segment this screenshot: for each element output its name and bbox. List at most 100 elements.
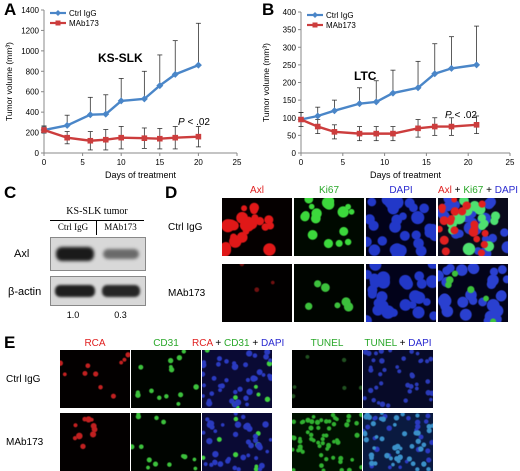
y-axis-label: Tumor volume (mm³): [261, 43, 271, 122]
x-tick-label: 20: [464, 158, 473, 167]
header-segment: RCA: [84, 338, 106, 349]
data-point-diamond: [414, 84, 422, 92]
chart-a: 0 200 400 600 800 1000 1200 1400 0 5 10 15 20 25 Days …: [4, 6, 242, 180]
western-title-rule: [50, 220, 144, 221]
western-title: KS-SLK tumor: [66, 206, 128, 217]
data-point-diamond: [102, 110, 110, 118]
legend-marker: [312, 22, 318, 28]
header-segment: +: [249, 338, 261, 349]
data-point-diamond: [156, 82, 164, 90]
data-point-square: [102, 136, 109, 143]
data-point-square: [141, 135, 148, 141]
data-point-square: [331, 129, 338, 135]
series-line: [300, 118, 477, 135]
header-segment: TUNEL: [310, 338, 344, 349]
panel-e-column-header: RCA + CD31 + DAPI: [192, 338, 285, 349]
data-point-diamond: [389, 89, 397, 97]
panel-e-column-header: TUNEL: [282, 338, 372, 349]
lane-label-ctrl: Ctrl IgG: [57, 222, 89, 232]
data-point-diamond: [356, 100, 364, 108]
y-tick-label: 600: [26, 88, 40, 97]
data-point-square: [473, 122, 480, 128]
legend-marker: [312, 12, 318, 18]
panel-e-column-header: CD31: [121, 338, 211, 349]
panel-e-micrograph: [363, 350, 433, 408]
data-point-square: [87, 137, 94, 144]
data-point-diamond: [171, 70, 179, 78]
header-segment: +: [212, 338, 224, 349]
panel-e-micrograph: [131, 413, 201, 471]
data-point-square: [298, 116, 304, 123]
panel-e-micrograph: [363, 413, 433, 471]
panel-d-row-label: Ctrl IgG: [168, 222, 203, 233]
panel-e-row-label: Ctrl IgG: [6, 374, 41, 385]
data-point-diamond: [140, 95, 148, 103]
data-point-diamond: [372, 98, 380, 106]
data-point-square: [172, 134, 179, 141]
data-point-diamond: [473, 61, 481, 69]
lane-divider: [50, 221, 97, 235]
data-point-square: [314, 123, 321, 130]
annotation-p-value: P < .02: [178, 117, 210, 128]
x-tick-label: 20: [194, 158, 203, 167]
data-point-diamond: [431, 70, 439, 78]
y-tick-label: 0: [292, 149, 297, 158]
y-tick-label: 100: [283, 114, 297, 123]
y-tick-label: 1400: [21, 6, 39, 15]
legend-label: Ctrl IgG: [69, 9, 97, 18]
chart-title: LTC: [354, 69, 377, 83]
y-tick-label: 300: [283, 43, 297, 52]
data-point-diamond: [63, 121, 71, 129]
panel-e-micrograph: [60, 413, 130, 471]
x-tick-label: 0: [42, 158, 47, 167]
header-segment: +: [451, 185, 464, 196]
data-point-diamond: [447, 64, 455, 72]
y-tick-label: 150: [283, 96, 297, 105]
panel-letter-a: A: [4, 0, 17, 19]
panel-d-row-label: MAb173: [168, 288, 206, 299]
row-label-axl: Axl: [14, 248, 30, 260]
panel-letter-b: B: [262, 0, 275, 19]
data-point-square: [157, 135, 163, 142]
panel-d-micrograph: [222, 198, 292, 256]
x-tick-label: 5: [341, 158, 346, 167]
y-tick-label: 400: [283, 8, 297, 17]
y-tick-label: 800: [26, 67, 40, 76]
x-tick-label: 10: [117, 158, 126, 167]
header-segment: RCA: [192, 338, 213, 349]
data-point-square: [64, 134, 70, 141]
panel-d-micrograph: [438, 198, 508, 256]
panel-d-micrograph: [294, 264, 364, 322]
y-tick-label: 200: [283, 79, 297, 88]
series-line: [300, 63, 477, 121]
blot-strip-actin: [50, 276, 146, 306]
x-tick-label: 25: [233, 158, 242, 167]
panel-letter-d: D: [165, 183, 178, 202]
panel-d-micrograph: [222, 264, 292, 322]
header-segment: DAPI: [389, 185, 413, 196]
lane-label-mab: MAb173: [104, 222, 137, 232]
y-tick-label: 400: [26, 108, 40, 117]
band-actin-ctrl: [55, 285, 95, 297]
header-segment: +: [396, 338, 409, 349]
panel-letter-c: C: [4, 183, 17, 202]
header-segment: CD31: [223, 338, 250, 349]
quant-mab: 0.3: [114, 310, 127, 320]
data-point-square: [195, 133, 202, 140]
header-segment: DAPI: [260, 338, 285, 349]
data-point-square: [41, 127, 47, 133]
legend-marker: [55, 10, 61, 16]
x-tick-label: 15: [155, 158, 164, 167]
y-tick-label: 1200: [21, 26, 39, 35]
y-axis-label: Tumor volume (mm³): [4, 42, 14, 121]
panel-d-column-header: Ki67: [294, 185, 364, 196]
panel-d-micrograph: [366, 264, 436, 322]
panel-e-micrograph: [202, 350, 272, 408]
quant-ctrl: 1.0: [66, 310, 80, 320]
panel-d-micrograph: [294, 198, 364, 256]
header-segment: Ki67: [463, 185, 484, 196]
panel-d-micrograph: [366, 198, 436, 256]
panel-e-micrograph: [202, 413, 272, 471]
y-tick-label: 200: [26, 129, 40, 138]
legend-label: MAb173: [69, 19, 99, 28]
